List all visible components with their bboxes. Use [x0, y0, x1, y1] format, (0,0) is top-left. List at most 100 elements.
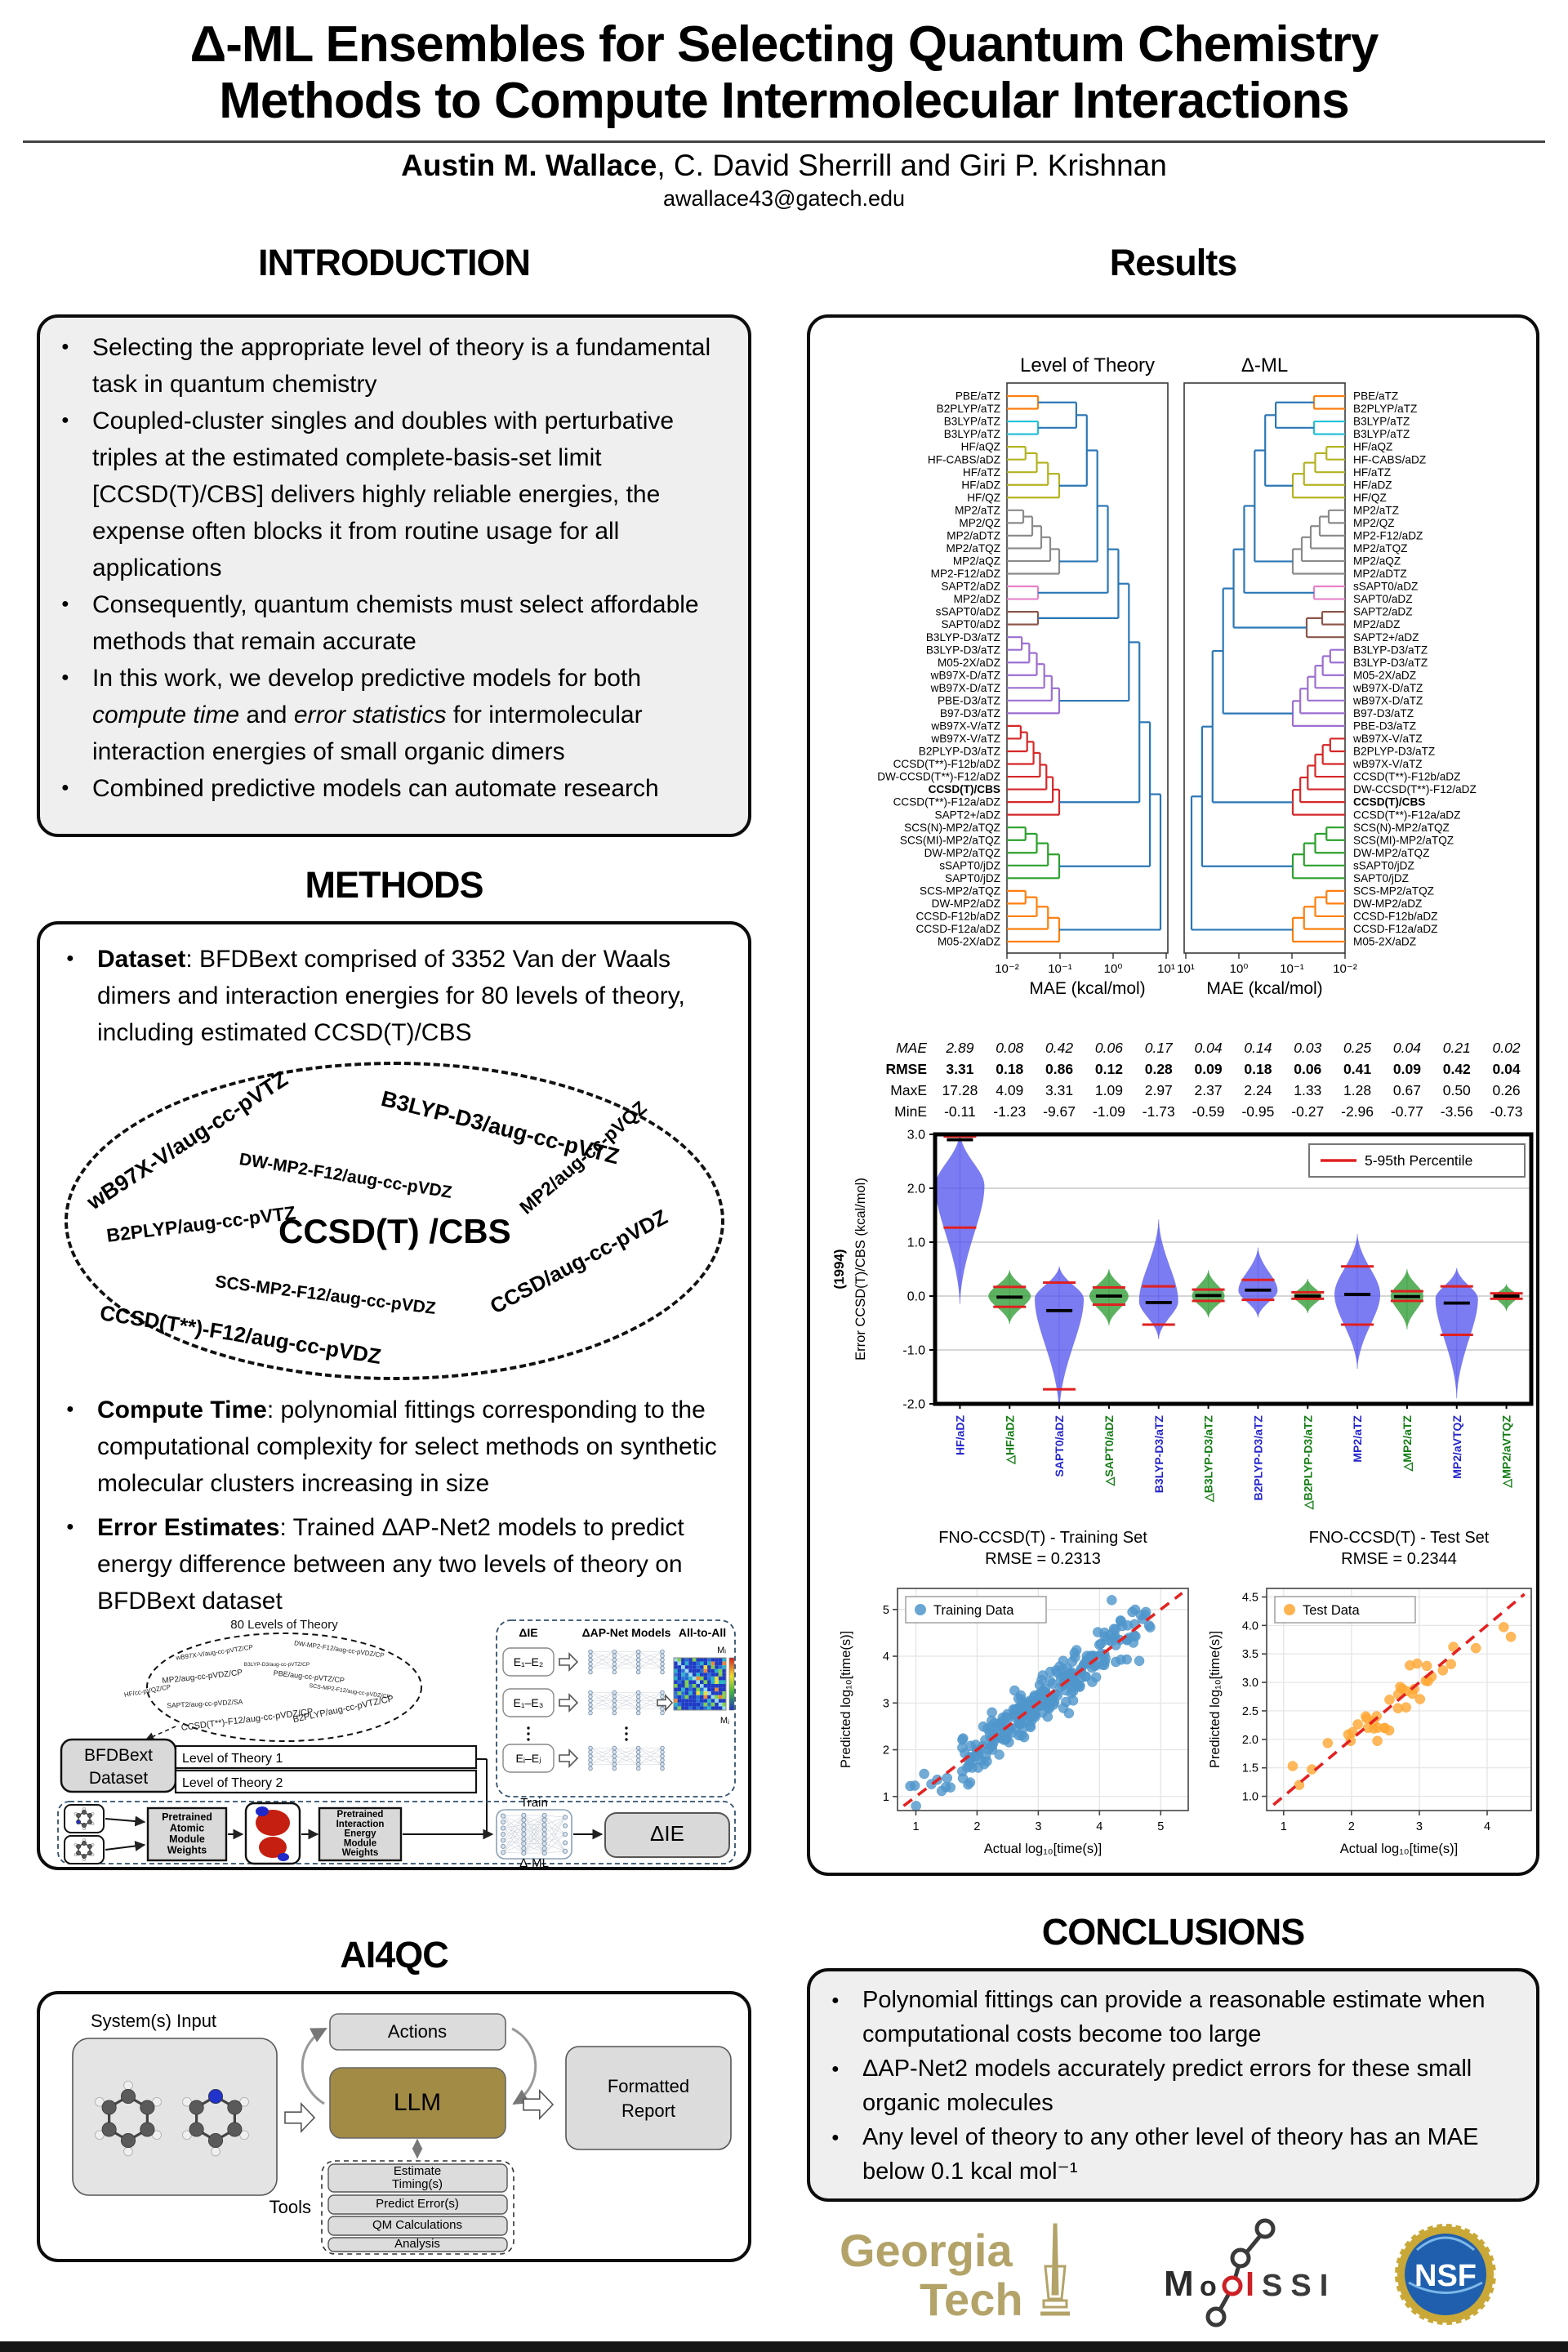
- logos-row: Georgia Tech M o l SSI: [807, 2215, 1539, 2333]
- svg-text:HF/aDZ: HF/aDZ: [1353, 479, 1392, 491]
- oval-method-label: DW-MP2-F12/aug-cc-pVDZ: [238, 1150, 454, 1202]
- svg-text:E₁–E₃: E₁–E₃: [514, 1696, 544, 1709]
- svg-text:SAPT2+/aDZ: SAPT2+/aDZ: [1353, 631, 1419, 644]
- svg-text:wB97X-D/aTZ: wB97X-D/aTZ: [1352, 682, 1423, 694]
- svg-text:10⁰: 10⁰: [1104, 962, 1123, 976]
- svg-text:SAPT0/jDZ: SAPT0/jDZ: [1353, 872, 1409, 884]
- svg-text:CCSD(T**)-F12a/aDZ: CCSD(T**)-F12a/aDZ: [1353, 808, 1460, 821]
- oval-method-label: B2PLYP/aug-cc-pVTZ: [105, 1201, 297, 1246]
- svg-text:sSAPT0/aDZ: sSAPT0/aDZ: [1353, 581, 1418, 593]
- train-nn-icon: [500, 1812, 568, 1856]
- svg-text:ΔIE: ΔIE: [519, 1626, 537, 1639]
- svg-text:0.09: 0.09: [1195, 1061, 1223, 1077]
- svg-text:ΔIE: ΔIE: [650, 1821, 684, 1846]
- nsf-logo: NSF: [1392, 2221, 1499, 2328]
- svg-text:SAPT0/aDZ: SAPT0/aDZ: [1053, 1415, 1066, 1477]
- bullet-item: Consequently, quantum chemists must sele…: [53, 586, 733, 660]
- svg-text:B3LYP/aTZ: B3LYP/aTZ: [1353, 428, 1410, 440]
- svg-text:10⁻²: 10⁻²: [1333, 962, 1357, 976]
- svg-text:0.08: 0.08: [996, 1040, 1023, 1056]
- svg-text:SCS(N)-MP2/aTQZ: SCS(N)-MP2/aTQZ: [1353, 822, 1450, 834]
- methods-flow-diagram: 80 Levels of Theory wB97X-V/aug-cc-pVTZ/C…: [57, 1618, 736, 1869]
- gt-georgia-text: Georgia: [840, 2225, 1013, 2276]
- svg-text:Weights: Weights: [342, 1848, 379, 1858]
- svg-text:2.0: 2.0: [907, 1183, 925, 1196]
- svg-text:DW-MP2/aDZ: DW-MP2/aDZ: [1353, 898, 1422, 910]
- svg-text:PBE-D3/aTZ: PBE-D3/aTZ: [1353, 720, 1416, 733]
- ai4qc-diagram: System(s) Input Actions LLM Formatted Report…: [72, 2011, 732, 2255]
- methods-oval-diagram: wB97X-V/aug-cc-pVTZ B3LYP-D3/aug-cc-pVTZ D…: [65, 1062, 724, 1380]
- methods-box: Dataset: BFDBext comprised of 3352 Van d…: [37, 921, 751, 1870]
- svg-text:wB97X-D/aTZ: wB97X-D/aTZ: [1352, 694, 1423, 706]
- svg-text:PBE/aTZ: PBE/aTZ: [1353, 390, 1398, 403]
- svg-text:10⁻¹: 10⁻¹: [1280, 962, 1304, 976]
- svg-text:Actual log₁₀[time(s)]: Actual log₁₀[time(s)]: [1340, 1842, 1458, 1856]
- svg-text:MP2/aQZ: MP2/aQZ: [953, 555, 1000, 568]
- svg-text:0.67: 0.67: [1393, 1082, 1421, 1098]
- svg-text:MP2/QZ: MP2/QZ: [959, 517, 1000, 529]
- bullet-item: Any level of theory to any other level o…: [823, 2120, 1521, 2189]
- svg-text:4: 4: [1096, 1820, 1102, 1833]
- ap-net-icon: [588, 1649, 665, 1675]
- svg-text:QM Calculations: QM Calculations: [372, 2218, 462, 2232]
- svg-text:Module: Module: [344, 1838, 376, 1848]
- svg-text:wB97X-V/aTZ: wB97X-V/aTZ: [930, 733, 1000, 745]
- svg-text:MinE: MinE: [894, 1103, 927, 1120]
- bullet-item: Error Estimates: Trained ΔAP-Net2 models…: [58, 1509, 744, 1619]
- svg-text:0.86: 0.86: [1045, 1061, 1073, 1077]
- svg-text:B2PLYP-D3/aTZ: B2PLYP-D3/aTZ: [1353, 746, 1435, 758]
- svg-text:SAPT2/aug-cc-pVDZ/SA: SAPT2/aug-cc-pVDZ/SA: [167, 1698, 243, 1710]
- svg-text:DW-MP2/aTQZ: DW-MP2/aTQZ: [924, 847, 1000, 859]
- svg-text:4.5: 4.5: [1242, 1591, 1258, 1604]
- email-text: awallace43@gatech.edu: [662, 186, 906, 211]
- svg-text:Error CCSD(T)/CBS (kcal/mol): Error CCSD(T)/CBS (kcal/mol): [853, 1178, 868, 1361]
- svg-text:SAPT2+/aDZ: SAPT2+/aDZ: [935, 808, 1000, 821]
- bullet-item: ΔAP-Net2 models accurately predict error…: [823, 2051, 1521, 2120]
- svg-text:BFDBext: BFDBext: [84, 1746, 153, 1765]
- svg-text:B3LYP-D3/aTZ: B3LYP-D3/aTZ: [926, 644, 1000, 656]
- svg-text:RMSE: RMSE: [885, 1061, 927, 1077]
- esp-surface-image: [256, 1806, 290, 1861]
- svg-text:4.09: 4.09: [996, 1082, 1023, 1098]
- dendrogram-panel: Δ-MLPBE/aTZB2PLYP/aTZB3LYP/aTZB3LYP/aTZH…: [1177, 354, 1477, 998]
- svg-text:B3LYP/aTZ: B3LYP/aTZ: [1353, 416, 1410, 428]
- svg-text:CCSD-F12b/aDZ: CCSD-F12b/aDZ: [916, 911, 1001, 923]
- scatter-plot: FNO-CCSD(T) - Training Set RMSE = 0.2313 T…: [839, 1529, 1189, 1856]
- svg-text:CCSD(T**)-F12a/aDZ: CCSD(T**)-F12a/aDZ: [893, 796, 1000, 808]
- svg-text:B3LYP/aTZ: B3LYP/aTZ: [944, 428, 1000, 440]
- svg-text:B3LYP-D3/aug-cc-pVTZ/CP: B3LYP-D3/aug-cc-pVTZ/CP: [244, 1662, 310, 1668]
- svg-text:Δ-ML: Δ-ML: [1241, 354, 1288, 376]
- svg-text:-9.67: -9.67: [1043, 1103, 1076, 1120]
- svg-text:MP2/aug-cc-pVDZ/CP: MP2/aug-cc-pVDZ/CP: [162, 1668, 243, 1686]
- methods-dataset-bullet: Dataset: BFDBext comprised of 3352 Van d…: [45, 929, 759, 1051]
- svg-text:M05-2X/aDZ: M05-2X/aDZ: [1353, 936, 1416, 948]
- svg-text:Δ-ML: Δ-ML: [519, 1856, 549, 1869]
- methods-heading: METHODS: [305, 864, 484, 906]
- svg-text:0.50: 0.50: [1443, 1082, 1471, 1098]
- svg-text:10⁰: 10⁰: [1230, 962, 1249, 976]
- svg-text:10⁻¹: 10⁻¹: [1048, 962, 1072, 976]
- svg-text:HF/aQZ: HF/aQZ: [961, 441, 1000, 453]
- svg-text:5: 5: [1157, 1820, 1164, 1833]
- svg-text:5: 5: [883, 1604, 889, 1617]
- svg-text:Energy: Energy: [345, 1829, 377, 1839]
- ap-net-icon: [588, 1745, 665, 1771]
- svg-text:Actions: Actions: [388, 2021, 447, 2042]
- molssi-chain-icon: [1205, 2218, 1275, 2327]
- molssi-m-text: M: [1164, 2264, 1194, 2304]
- svg-text:SAPT2/aDZ: SAPT2/aDZ: [1353, 606, 1413, 618]
- svg-text:B3LYP-D3/aTZ: B3LYP-D3/aTZ: [926, 631, 1000, 644]
- oval-method-label: SCS-MP2-F12/aug-cc-pVDZ: [214, 1272, 437, 1318]
- svg-text:Train: Train: [520, 1796, 548, 1810]
- svg-text:0.06: 0.06: [1095, 1040, 1123, 1056]
- svg-text:-2.96: -2.96: [1341, 1103, 1374, 1120]
- svg-text:2.24: 2.24: [1244, 1082, 1272, 1098]
- svg-text:RMSE = 0.2344: RMSE = 0.2344: [1341, 1550, 1457, 1568]
- svg-text:1.09: 1.09: [1095, 1082, 1123, 1098]
- results-box: Level of Theory PBE/aTZ B2PLYP/aTZ B3LYP/aT…: [807, 314, 1539, 1876]
- svg-text:Level of Theory: Level of Theory: [1020, 354, 1155, 376]
- georgia-tech-logo: Georgia Tech: [840, 2223, 1070, 2325]
- oval-method-label: CCSD(T**)-F12/aug-cc-pVDZ: [98, 1300, 383, 1370]
- svg-text:B2PLYP/aTZ: B2PLYP/aTZ: [937, 403, 1000, 415]
- svg-text:△MP2/aVTQZ: △MP2/aVTQZ: [1500, 1415, 1513, 1489]
